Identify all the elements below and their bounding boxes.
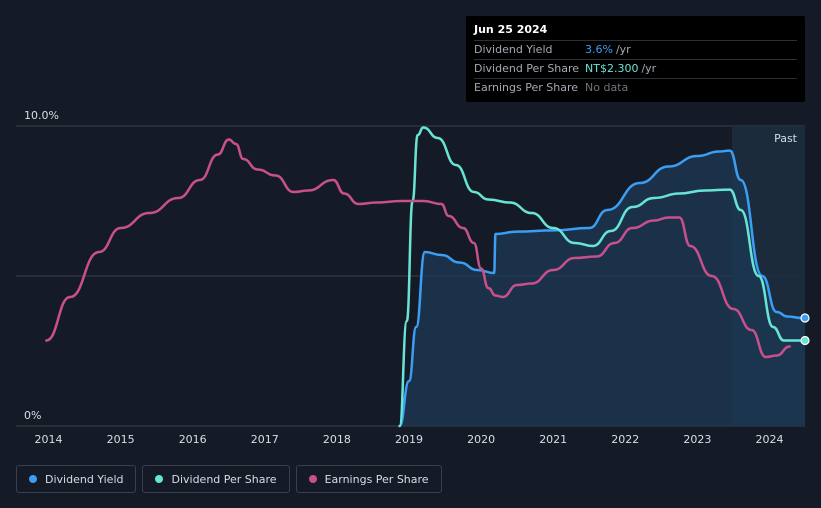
legend-dot <box>29 475 37 483</box>
tooltip-row-earnings-per-share: Earnings Per Share No data <box>474 78 797 97</box>
tooltip-unit: /yr <box>641 62 657 75</box>
axis-labels: 10.0% 0% 2014 2015 2016 2017 2018 2019 2020 2021 2… <box>24 109 784 446</box>
tooltip-label: Earnings Per Share <box>474 81 579 94</box>
tooltip-label: Dividend Per Share <box>474 62 580 75</box>
x-tick-label: 2015 <box>107 433 135 446</box>
x-tick-label: 2023 <box>683 433 711 446</box>
x-tick-label: 2017 <box>251 433 279 446</box>
legend-dot <box>308 475 317 483</box>
y-tick-label-bottom: 0% <box>24 409 41 422</box>
dividend-per-share-line <box>398 126 804 428</box>
x-tick-label: 2016 <box>179 433 207 446</box>
x-tick-label: 2018 <box>323 433 351 446</box>
tooltip-date: Jun 25 2024 <box>474 23 548 36</box>
tooltip-row-dividend-per-share: Dividend Per Share NT$2.300 /yr <box>474 59 797 78</box>
tooltip-value: No data <box>585 81 629 94</box>
x-tick-label: 2022 <box>611 433 639 446</box>
x-tick-label: 2019 <box>395 433 423 446</box>
legend-item-dividend-per-share[interactable]: Dividend Per Share <box>142 465 290 493</box>
legend-label: Dividend Per Share <box>171 472 277 486</box>
x-tick-label: 2024 <box>756 433 784 446</box>
legend-item-dividend-yield[interactable]: Dividend Yield <box>16 465 137 493</box>
series-areas <box>399 150 805 426</box>
legend-label: Earnings Per Share <box>324 472 429 486</box>
dividend-yield-line <box>398 149 804 428</box>
tooltip-value: NT$2.300 <box>585 62 639 75</box>
x-tick-label: 2014 <box>35 433 63 446</box>
tooltip-label: Dividend Yield <box>474 43 553 56</box>
legend-dot <box>155 475 164 483</box>
x-tick-label: 2020 <box>467 433 495 446</box>
dividend-yield-area <box>399 150 805 426</box>
series-end-markers <box>800 313 810 346</box>
tooltip-panel: Jun 25 2024 Dividend Yield 3.6% /yr Divi… <box>466 16 805 102</box>
tooltip-row-dividend-yield: Dividend Yield 3.6% /yr <box>474 40 797 59</box>
chart-legend: Dividend Yield Dividend Per Share Earnin… <box>16 465 442 493</box>
tooltip-unit: /yr <box>615 43 631 56</box>
past-region-label: Past <box>774 132 798 145</box>
y-tick-label-top: 10.0% <box>24 109 59 122</box>
earnings-per-share-line <box>45 138 791 359</box>
dividend-per-share-end-marker <box>800 335 810 346</box>
series-lines <box>45 126 804 428</box>
tooltip-value: 3.6% <box>585 43 613 56</box>
dividend-yield-end-marker <box>800 313 810 323</box>
legend-label: Dividend Yield <box>45 472 124 486</box>
legend-item-earnings-per-share[interactable]: Earnings Per Share <box>295 465 442 493</box>
x-tick-label: 2021 <box>539 433 567 446</box>
